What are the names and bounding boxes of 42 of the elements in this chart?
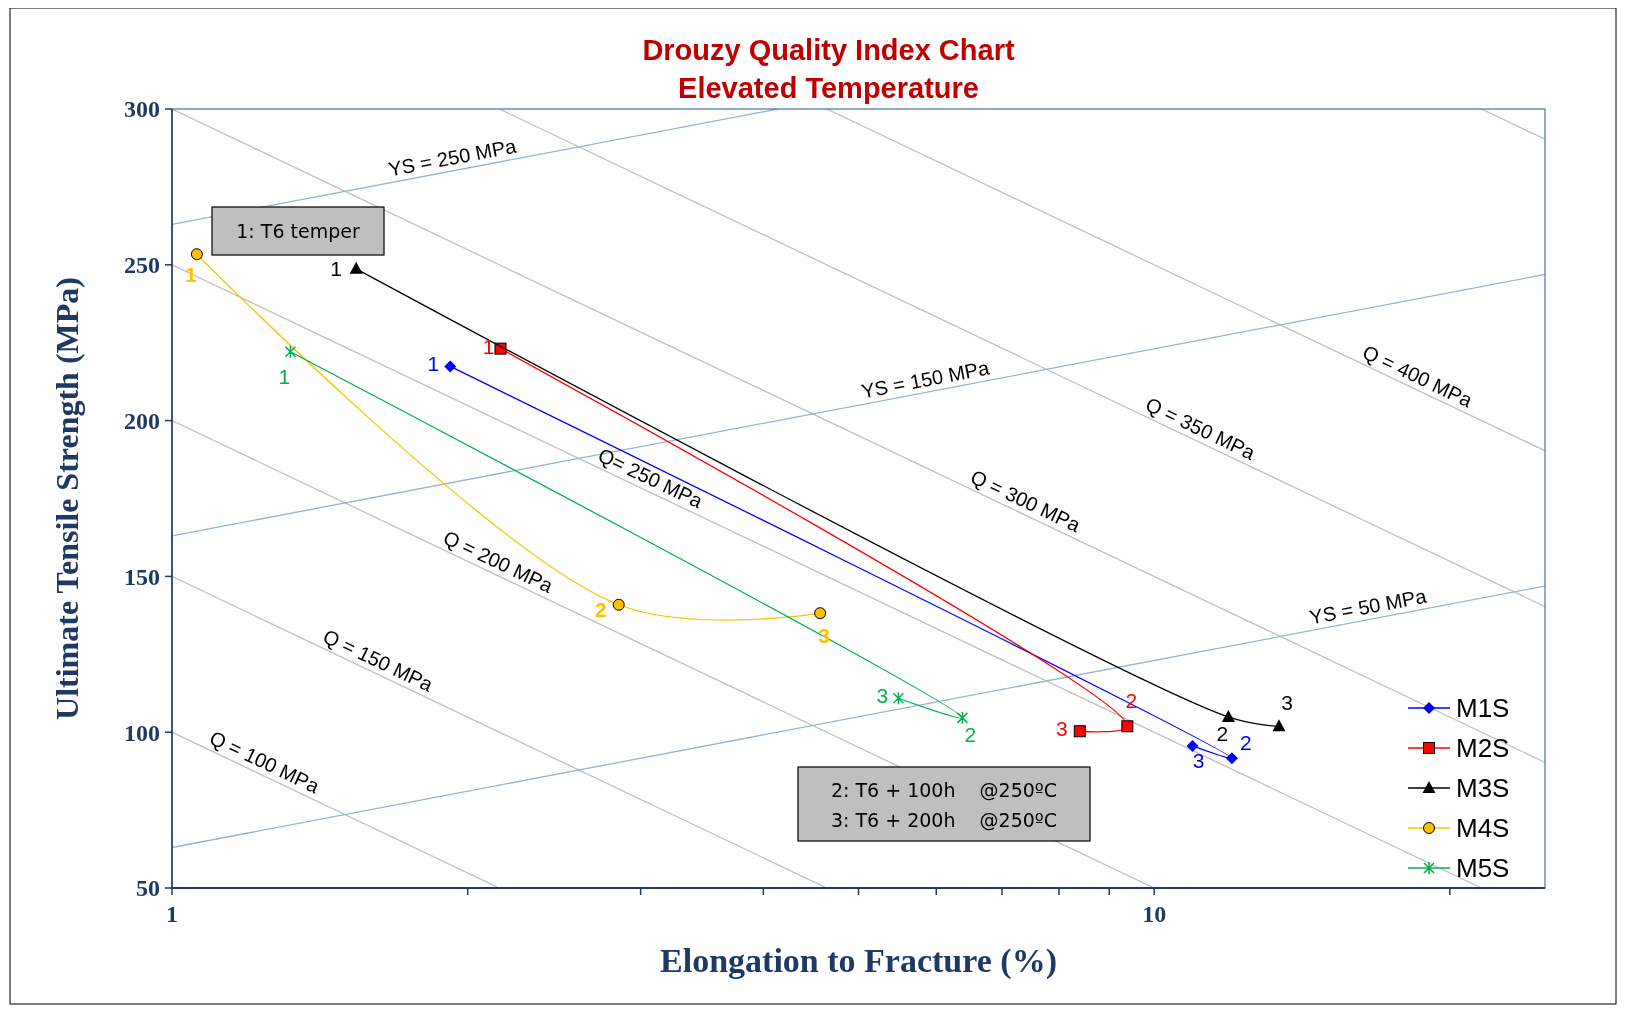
y-axis-title: Ultimate Tensile Strength (MPa) [49, 277, 85, 720]
annotation: Q = 200 MPa [439, 526, 558, 598]
annotation: Q = 100 MPa [206, 726, 324, 798]
annotation: 3 [1055, 717, 1068, 741]
annotation: 1 [185, 263, 198, 287]
x-axis-title: Elongation to Fracture (%) [660, 942, 1057, 980]
y-tick-label: 200 [124, 408, 160, 434]
annotation: 1 [482, 334, 495, 358]
chart-title: Drouzy Quality Index Chart [642, 34, 1015, 66]
annotation: 2 [594, 597, 607, 621]
legend-label: M1S [1456, 693, 1510, 724]
annotation: Q = 350 MPa [1142, 393, 1260, 465]
annotation: 1 [278, 364, 291, 388]
legend-label: M5S [1456, 853, 1510, 884]
annotation: 3 [876, 684, 889, 708]
annotation: YS = 50 MPa [1307, 584, 1429, 629]
legend-label: M3S [1456, 773, 1510, 804]
y-tick-label: 100 [124, 719, 160, 746]
annotation: 2 [964, 722, 977, 746]
annotation: 1 [427, 352, 440, 376]
annotation: 3 [1192, 748, 1205, 772]
chart-subtitle: Elevated Temperature [678, 72, 979, 104]
y-tick-label: 250 [124, 252, 160, 279]
annotation: 2 [1240, 731, 1252, 755]
y-tick-label: 150 [124, 563, 160, 590]
annotation: 1 [330, 256, 343, 280]
annotation: 3: T6 + 200h @250ºC [830, 809, 1058, 831]
annotation: Q = 150 MPa [319, 624, 438, 697]
annotation: 2: T6 + 100h @250ºC [830, 779, 1058, 801]
annotation: Q = 400 MPa [1359, 340, 1477, 412]
annotation: Q= 250 MPa [594, 443, 707, 513]
legend-label: M2S [1456, 733, 1510, 764]
annotation: 1: T6 temper [236, 220, 360, 242]
annotation: YS = 250 MPa [386, 134, 519, 181]
y-tick-label: 300 [124, 96, 160, 123]
annotation: 2 [1216, 721, 1229, 745]
annotation: 3 [1281, 691, 1293, 715]
x-tick-label: 10 [1142, 901, 1167, 927]
y-tick-label: 50 [136, 875, 160, 902]
legend-label: M4S [1456, 813, 1510, 844]
annotation: YS = 150 MPa [859, 356, 992, 403]
annotation: Q = 300 MPa [967, 465, 1085, 537]
